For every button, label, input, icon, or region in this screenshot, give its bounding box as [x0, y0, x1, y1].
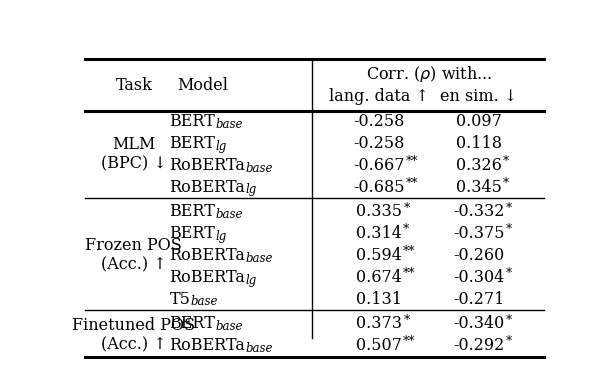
Text: 0.674: 0.674 [356, 269, 402, 286]
Text: 0.345: 0.345 [456, 178, 502, 196]
Text: base: base [190, 295, 218, 308]
Text: lg: lg [216, 230, 227, 243]
Text: BERT: BERT [169, 135, 216, 152]
Text: -0.685: -0.685 [353, 178, 405, 196]
Text: *: * [503, 177, 510, 190]
Text: Corr. ($\rho$) with...: Corr. ($\rho$) with... [366, 64, 492, 84]
Text: RoBERTa: RoBERTa [169, 178, 246, 196]
Text: base: base [246, 161, 273, 175]
Text: Task: Task [115, 77, 152, 94]
Text: 0.314: 0.314 [356, 225, 402, 242]
Text: lg: lg [216, 140, 227, 153]
Text: RoBERTa: RoBERTa [169, 337, 246, 354]
Text: -0.332: -0.332 [453, 203, 505, 220]
Text: BERT: BERT [169, 113, 216, 130]
Text: base: base [216, 118, 243, 131]
Text: -0.340: -0.340 [453, 315, 505, 333]
Text: en sim. ↓: en sim. ↓ [440, 88, 518, 105]
Text: *: * [403, 314, 410, 327]
Text: BERT: BERT [169, 225, 216, 242]
Text: MLM
(BPC) ↓: MLM (BPC) ↓ [101, 136, 167, 173]
Text: *: * [506, 201, 512, 215]
Text: -0.258: -0.258 [353, 113, 405, 130]
Text: -0.260: -0.260 [453, 247, 505, 264]
Text: -0.271: -0.271 [453, 291, 505, 308]
Text: RoBERTa: RoBERTa [169, 157, 246, 174]
Text: 0.373: 0.373 [356, 315, 402, 333]
Text: 0.097: 0.097 [456, 113, 502, 130]
Text: *: * [506, 223, 512, 236]
Text: Finetuned POS
(Acc.) ↑: Finetuned POS (Acc.) ↑ [72, 317, 195, 353]
Text: 0.118: 0.118 [456, 135, 502, 152]
Text: T5: T5 [169, 291, 190, 308]
Text: 0.326: 0.326 [456, 157, 502, 174]
Text: BERT: BERT [169, 315, 216, 333]
Text: base: base [216, 208, 243, 221]
Text: lang. data ↑: lang. data ↑ [329, 88, 429, 105]
Text: **: ** [403, 335, 416, 348]
Text: base: base [246, 342, 273, 355]
Text: 0.335: 0.335 [356, 203, 402, 220]
Text: *: * [503, 155, 510, 168]
Text: 0.131: 0.131 [356, 291, 402, 308]
Text: *: * [506, 335, 512, 348]
Text: **: ** [403, 245, 416, 258]
Text: base: base [246, 252, 273, 265]
Text: *: * [403, 201, 410, 215]
Text: 0.594: 0.594 [356, 247, 402, 264]
Text: Model: Model [177, 77, 228, 94]
Text: -0.304: -0.304 [453, 269, 505, 286]
Text: *: * [506, 314, 512, 327]
Text: base: base [216, 320, 243, 333]
Text: -0.667: -0.667 [353, 157, 405, 174]
Text: **: ** [406, 155, 419, 168]
Text: -0.292: -0.292 [453, 337, 505, 354]
Text: -0.258: -0.258 [353, 135, 405, 152]
Text: Frozen POS
(Acc.) ↑: Frozen POS (Acc.) ↑ [85, 237, 182, 274]
Text: **: ** [403, 267, 416, 280]
Text: *: * [506, 267, 512, 280]
Text: lg: lg [246, 274, 257, 287]
Text: RoBERTa: RoBERTa [169, 269, 246, 286]
Text: lg: lg [246, 183, 257, 196]
Text: RoBERTa: RoBERTa [169, 247, 246, 264]
Text: *: * [403, 223, 410, 236]
Text: -0.375: -0.375 [453, 225, 505, 242]
Text: BERT: BERT [169, 203, 216, 220]
Text: 0.507: 0.507 [356, 337, 402, 354]
Text: **: ** [406, 177, 419, 190]
